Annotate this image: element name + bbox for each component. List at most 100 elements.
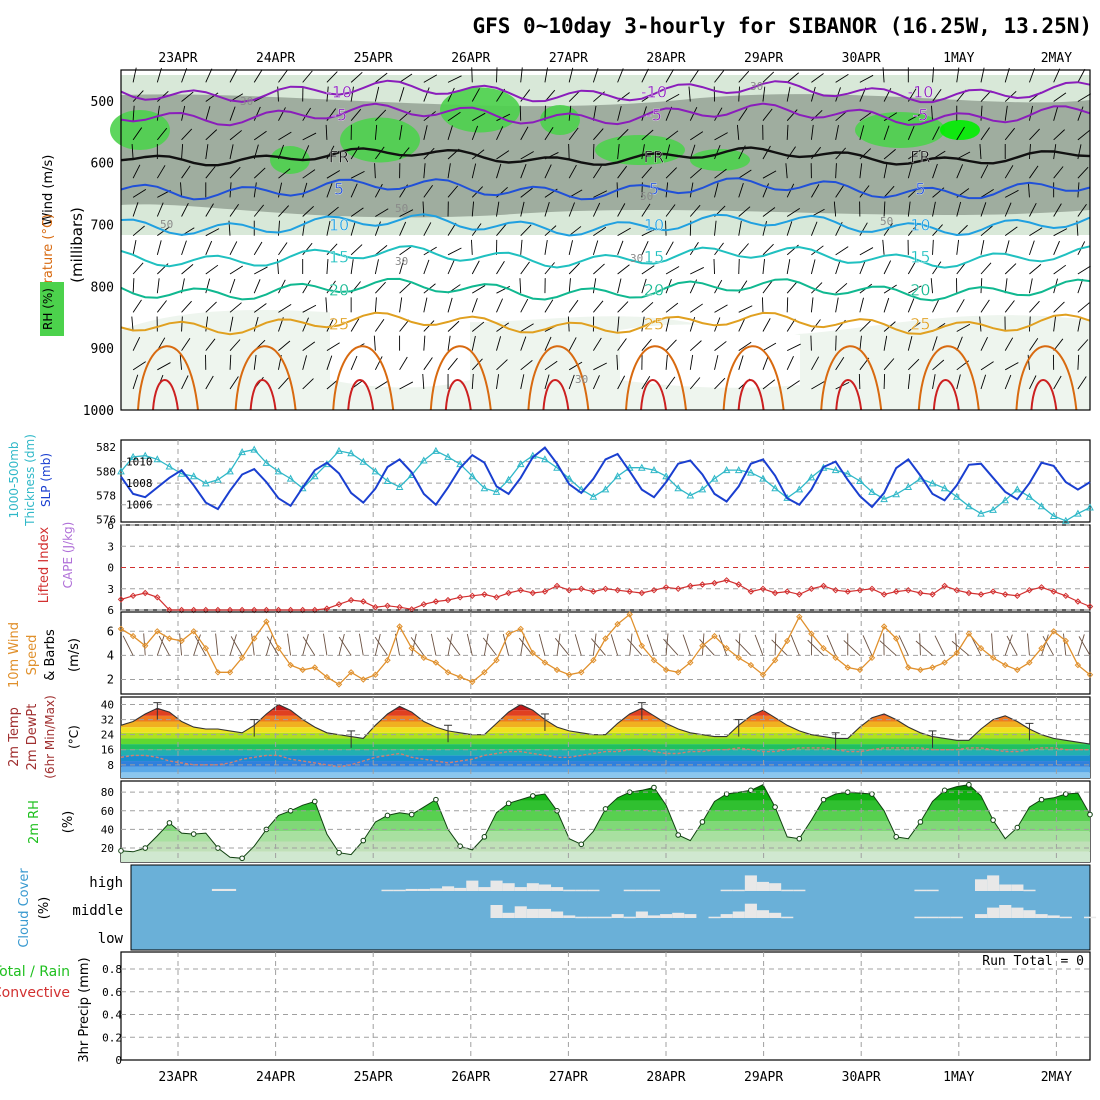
cloud-bar-middle [514,906,527,918]
cloud-bar-high [538,884,552,891]
wind-barb [1029,227,1043,237]
wind10m-point [311,664,319,671]
wind-barb [592,105,597,121]
wind-barb [641,166,653,179]
wind-barb [593,190,608,198]
wind-barb [132,240,137,255]
thickness-point [989,505,997,513]
lifted-index-point [844,588,852,595]
rh2m-tick-label: 20 [101,842,114,855]
wind-barb [980,105,983,121]
wind-barb [665,266,680,275]
wind-barb [278,279,286,294]
wind-barb [568,278,571,294]
wind10m-point [141,642,149,650]
wind-barb [617,278,622,294]
rh2m-point [820,796,827,803]
wind-barb [374,259,379,275]
wind-barb [833,201,837,217]
wind10m-point [287,661,294,669]
rh2m-point [893,834,900,840]
wind-barb [520,360,533,371]
rh2m-point [215,845,221,851]
wind10m-point [771,656,779,664]
wind-barb [132,336,141,351]
rh2m-axis-unit: (%) [61,811,76,834]
wind10m-barb [807,639,824,656]
thickness-point [335,446,343,454]
lifted-index-point [674,585,682,593]
cloud-bar-middle [502,912,515,918]
wind-barb [544,164,552,179]
wind-barb [665,316,670,332]
wind-barb [302,169,316,179]
wind-barb [616,354,619,370]
wind-barb [932,126,940,141]
wind-barb [471,260,480,275]
wind10m-barb [158,635,170,656]
wind-barb [302,182,308,198]
wind10m-barb [774,633,777,656]
wind-barb [132,361,146,371]
temp2m-band [121,727,1090,733]
wind-barb [568,226,582,237]
wind-barb [786,343,801,352]
isotherm-label: 10 [910,216,930,235]
wind-barb [181,128,193,141]
thickness-point [432,446,440,454]
lifted-index-point [505,589,512,597]
wind-barb [399,87,405,102]
wind10m-point [989,654,997,662]
rh2m-point [1087,811,1093,818]
cloud-bar-high [429,888,443,891]
lifted-index-point [808,585,815,593]
precip-convective-label: Convective [0,985,70,1001]
wind-barb [738,341,752,352]
isotherm-label: 20 [644,280,664,299]
wind-barb [665,182,669,198]
cloud-bar-high [756,881,770,891]
wind10m-point [432,659,440,666]
thickness-point [698,485,707,493]
wind-barb [714,304,728,313]
lifted-index-point [553,582,561,590]
wind-barb [568,90,581,102]
thickness-point [686,491,695,499]
rh2m-point [602,806,609,812]
wind-barb [422,373,425,390]
wind10m-point [759,671,767,678]
wind-barb [665,144,671,160]
lifted-index-point [347,596,355,604]
thickness-point [843,469,852,477]
rh2m-axis-title: 2m RH [27,800,42,844]
wind-barb [205,316,209,332]
wind-barb [181,165,191,179]
lifted-index-point [626,588,633,595]
wind-barb [471,321,485,332]
rh-legend-swatch [40,282,64,336]
wind10m-barb [179,633,183,656]
rh2m-point [1062,791,1069,797]
wind10m-barb [898,635,909,656]
wind10m-barb [574,634,582,656]
wind-barb [786,183,795,198]
thickness-point [904,482,913,490]
rh-moist-area [855,112,945,148]
wind10m-barb [627,638,643,656]
wind-barb [373,335,376,351]
thickness-series-line [120,448,1091,522]
hot-contour [1030,379,1058,411]
isotherm-label: FR [329,148,349,167]
cloud-bar-middle [720,914,733,918]
wind-barb [1077,265,1091,275]
cloud-bar-high [769,883,782,891]
wind-barb [762,280,773,294]
wind10m-barb [915,640,933,656]
wind-barb [471,201,475,217]
date-label-bottom: 29APR [744,1070,783,1085]
slp-series-line [120,446,1091,511]
wind-barb [180,182,183,198]
wind-barb [132,127,143,141]
isotherm-label: -10 [326,83,352,102]
wind10m-point [1062,637,1070,645]
